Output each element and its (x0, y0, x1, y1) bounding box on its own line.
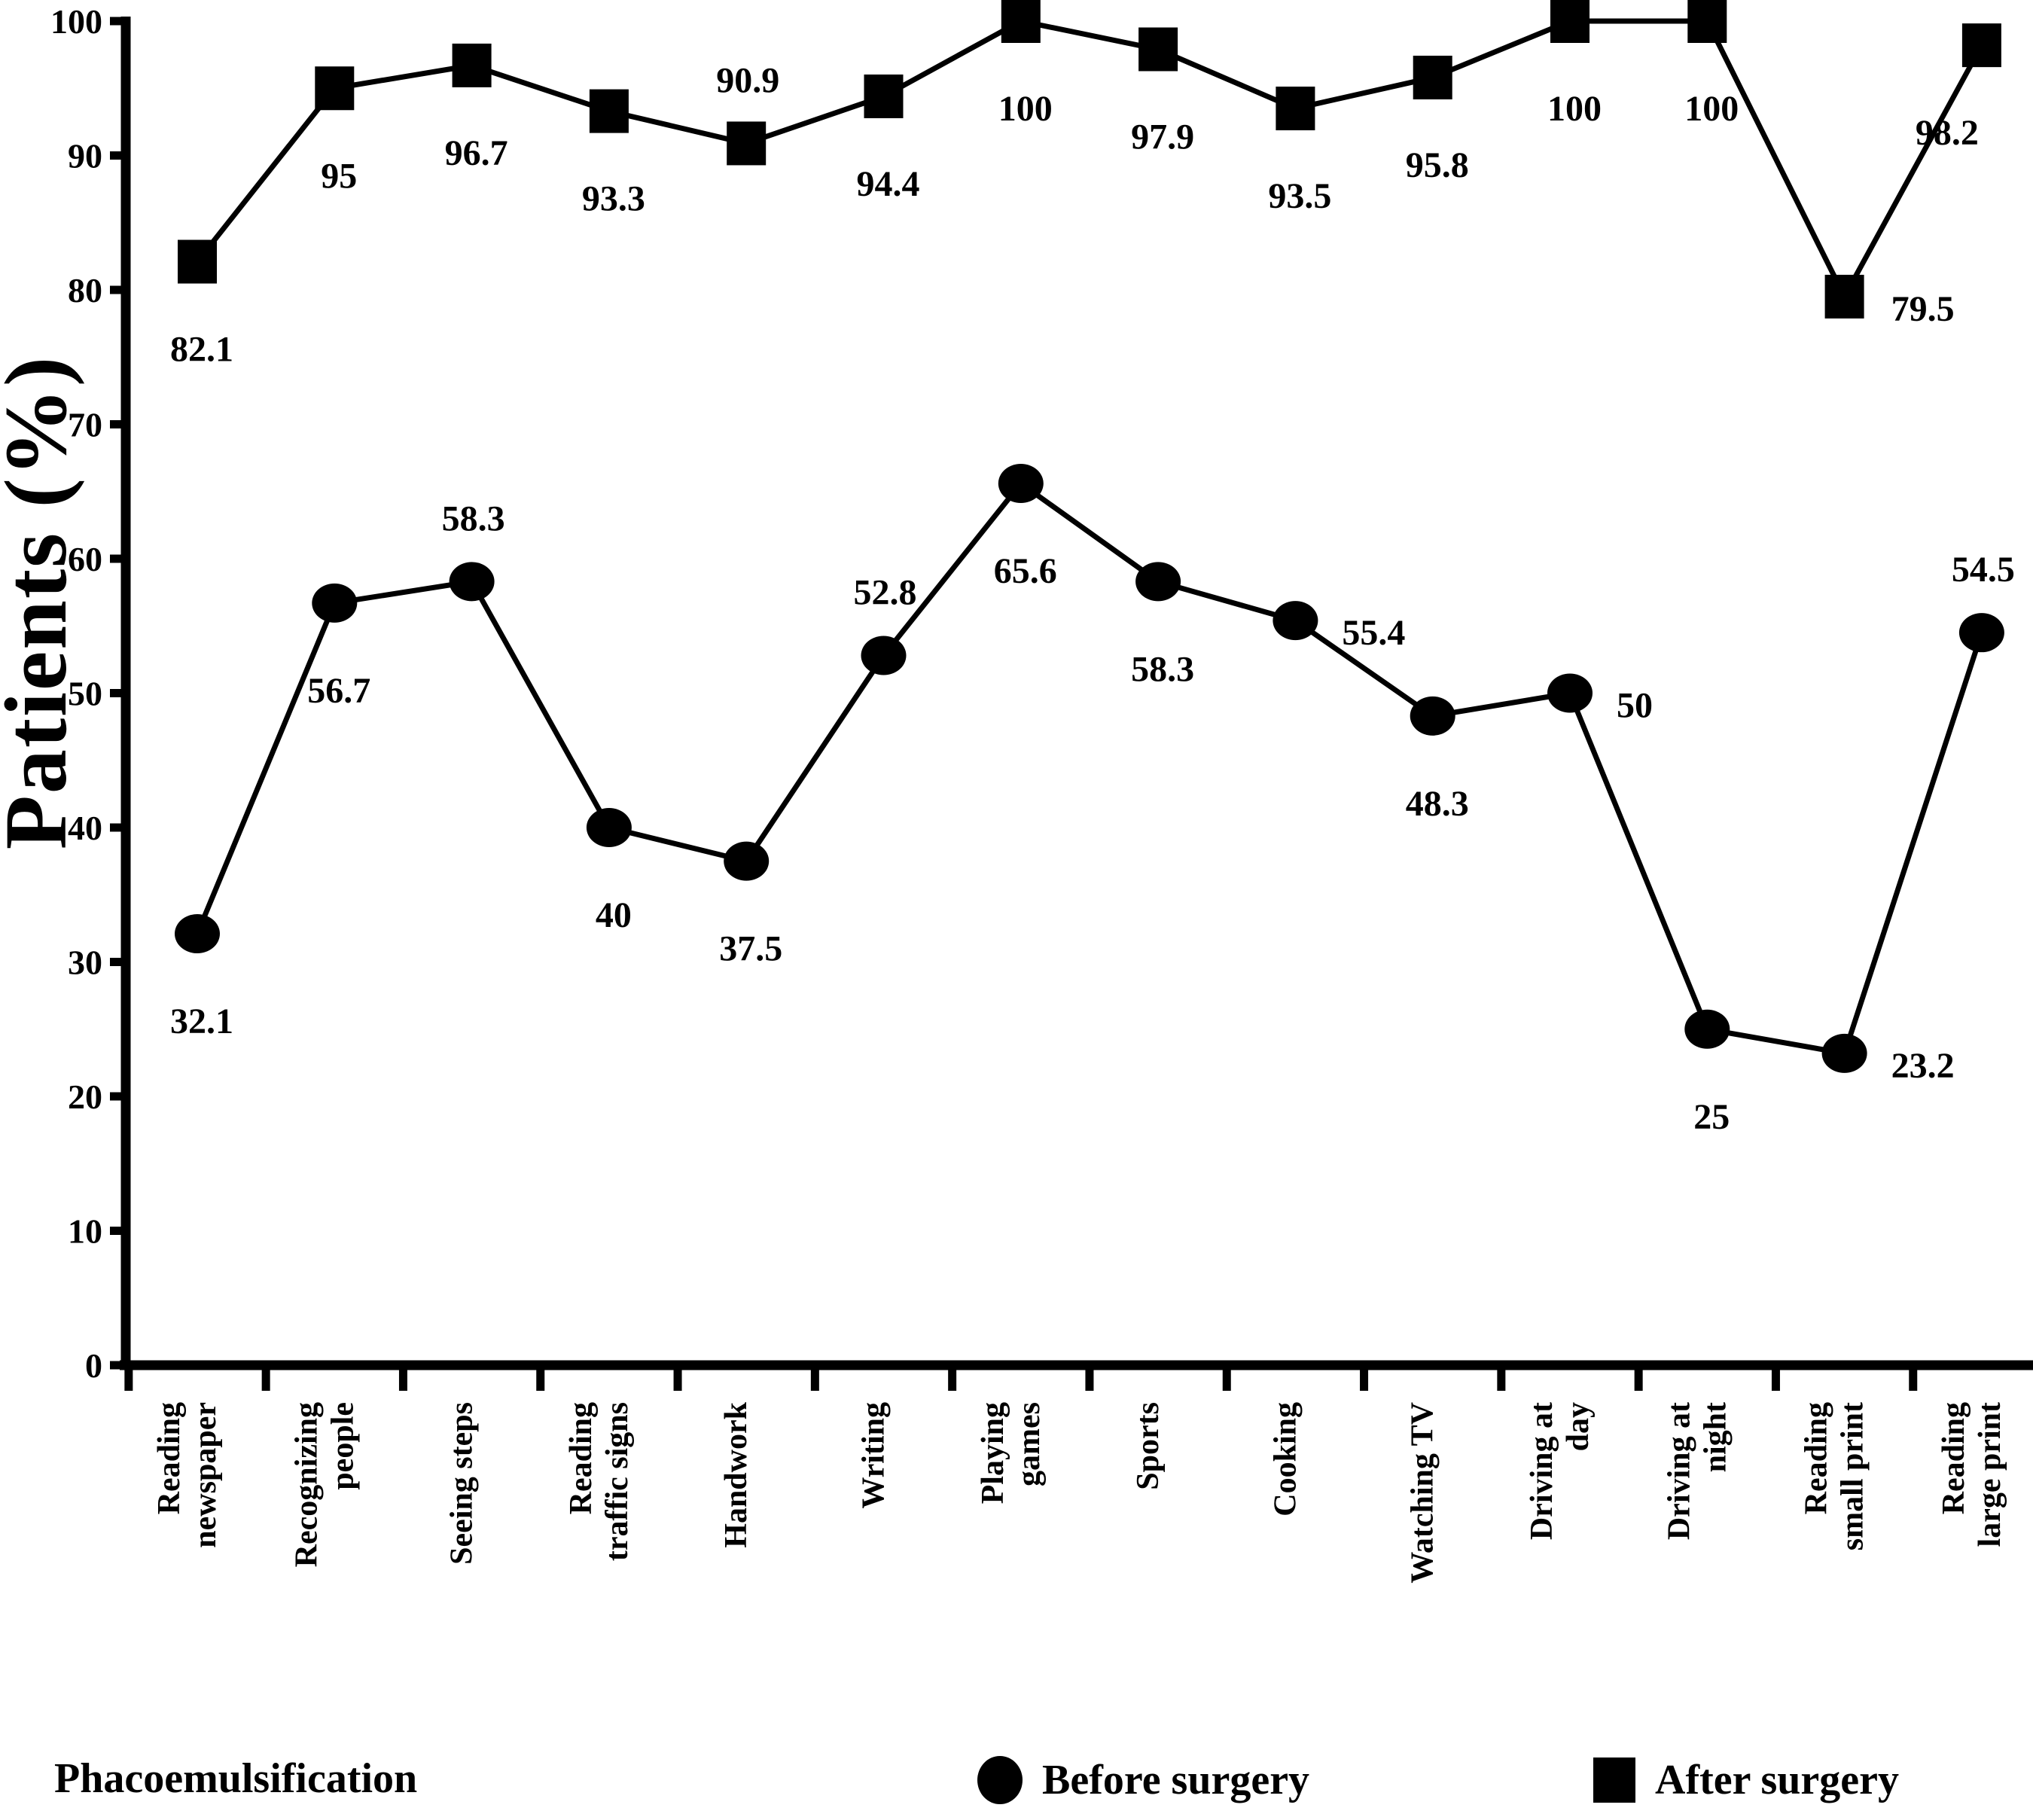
circle-marker (1684, 1009, 1730, 1049)
square-marker (1961, 23, 2001, 68)
x-category-label: Watching TV (1406, 1402, 1440, 1584)
data-label: 65.6 (994, 551, 1057, 591)
circle-marker (449, 562, 495, 602)
data-label: 50 (1617, 686, 1653, 726)
x-category-label: Readingtraffic signs (564, 1402, 635, 1561)
x-category-label: Readinglarge print (1937, 1402, 2007, 1547)
data-label: 54.5 (1952, 550, 2015, 590)
x-ticks (124, 1365, 1918, 1391)
data-label: 52.8 (854, 573, 917, 613)
y-tick-label: 20 (68, 1078, 102, 1116)
circle-marker (1547, 673, 1593, 713)
data-label: 79.5 (1891, 289, 1955, 329)
x-category-label: Handwork (719, 1401, 754, 1547)
square-marker (1687, 0, 1727, 43)
data-label: 100 (1547, 89, 1602, 129)
circle-marker (1958, 613, 2004, 653)
square-marker (1413, 55, 1452, 99)
data-label: 93.3 (582, 179, 645, 219)
x-category-label: Driving atnight (1662, 1402, 1733, 1540)
circle-marker (586, 808, 632, 847)
y-tick-label: 0 (85, 1346, 102, 1385)
legend-item-after-surgery: After surgery (1593, 1756, 1899, 1804)
data-label: 58.3 (442, 498, 505, 538)
axes (120, 17, 2033, 1370)
square-marker (452, 43, 492, 87)
data-label: 95.8 (1406, 145, 1469, 185)
series-line (194, 480, 1985, 1056)
x-category-label: Readingnewspaper (152, 1402, 223, 1548)
x-category-label: Driving atday (1525, 1402, 1596, 1540)
circle-marker (861, 636, 907, 675)
y-tick-label: 10 (68, 1212, 102, 1251)
series-line (195, 18, 1984, 303)
circle-marker (1821, 1033, 1867, 1073)
data-label: 98.2 (1916, 113, 1979, 153)
y-tick-label: 80 (68, 271, 102, 309)
circle-marker (312, 583, 358, 623)
circle-marker (1273, 601, 1318, 641)
data-label: 40 (596, 895, 632, 935)
x-category-label: Sports (1131, 1402, 1166, 1490)
y-tick-label: 90 (68, 137, 102, 175)
circle-icon (977, 1756, 1023, 1804)
data-label: 96.7 (445, 133, 508, 173)
x-category-label: Writing (857, 1402, 892, 1509)
square-marker (315, 66, 355, 111)
data-label: 90.9 (716, 60, 779, 100)
circle-marker (175, 914, 220, 954)
x-category-label: Readingsmall print (1800, 1402, 1870, 1550)
square-marker (1550, 0, 1590, 43)
circle-marker (724, 841, 770, 881)
y-tick-label: 100 (50, 2, 102, 41)
legend-item-before-surgery: Before surgery (977, 1756, 1309, 1804)
data-label: 93.5 (1268, 176, 1331, 216)
data-label: 100 (1684, 89, 1739, 129)
x-category-label: Playinggames (976, 1402, 1047, 1504)
data-label: 94.4 (857, 164, 920, 204)
data-label: 37.5 (719, 929, 782, 969)
series-before-surgery: 32.1 56.7 58.3 40 37.5 52.8 65.6 58.3 55.4 48.3 50… (170, 464, 2015, 1137)
legend-label-after-surgery: After surgery (1655, 1757, 1899, 1803)
y-axis-title: Patients (%) (0, 355, 85, 850)
square-marker (1276, 87, 1315, 131)
data-label: 82.1 (170, 330, 233, 370)
circle-marker (998, 464, 1044, 504)
data-label: 25 (1693, 1097, 1730, 1137)
legend-label-before-surgery: Before surgery (1042, 1757, 1310, 1803)
square-marker (864, 74, 904, 118)
data-label: 55.4 (1342, 613, 1405, 653)
circle-marker (1135, 562, 1181, 602)
x-category-label: Seeing steps (445, 1402, 480, 1565)
square-marker (727, 121, 767, 166)
y-tick-label: 40 (68, 809, 102, 847)
circle-marker (1410, 696, 1455, 736)
y-tick-label: 50 (68, 675, 102, 713)
data-label: 48.3 (1406, 784, 1469, 824)
square-marker (1824, 274, 1864, 319)
square-marker (1138, 27, 1178, 72)
y-tick-label: 60 (68, 540, 102, 578)
square-marker (1001, 0, 1041, 43)
y-tick-label: 70 (68, 406, 102, 444)
data-label: 23.2 (1891, 1046, 1955, 1086)
data-label: 32.1 (170, 1001, 233, 1041)
square-marker (178, 239, 217, 284)
x-category-labels: Readingnewspaper Recognizingpeople Seeing … (152, 1401, 2007, 1583)
data-label: 58.3 (1131, 649, 1194, 689)
y-tick-label: 30 (68, 944, 102, 982)
data-label: 100 (998, 89, 1053, 129)
series-after-surgery: 82.1 95 96.7 93.3 90.9 94.4 100 97.9 93.5 95.8 100… (170, 0, 2001, 370)
y-tick-labels: 0 10 20 30 40 50 60 70 80 90 100 (50, 2, 126, 1385)
data-label: 56.7 (307, 671, 370, 711)
square-icon (1593, 1758, 1635, 1803)
data-label: 95 (321, 156, 357, 196)
square-marker (589, 89, 629, 133)
chart-title: Phacoemulsification (54, 1755, 418, 1802)
x-category-label: Recognizingpeople (289, 1402, 360, 1567)
x-category-label: Cooking (1268, 1402, 1303, 1517)
data-label: 97.9 (1131, 117, 1194, 157)
